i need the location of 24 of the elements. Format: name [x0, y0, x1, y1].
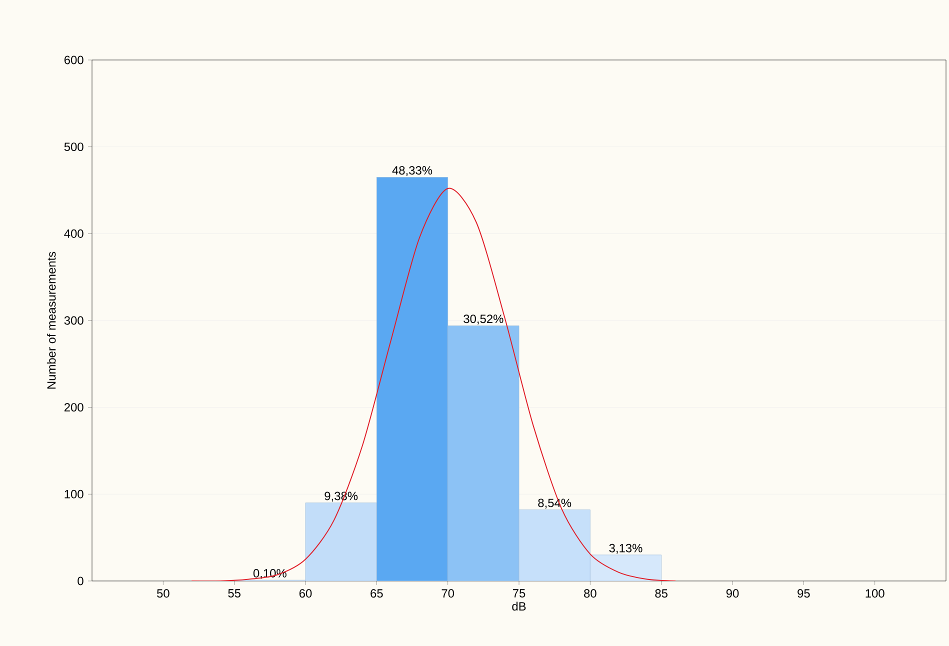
y-tick-label: 400: [64, 229, 84, 238]
x-tick-label: 80: [584, 589, 596, 598]
line-series: [191, 188, 676, 581]
annotation: 30,52%: [464, 314, 504, 324]
y-tick-label: 500: [64, 142, 84, 152]
y-tick-label: 0: [78, 576, 84, 586]
annotation: 3,13%: [609, 544, 642, 554]
x-tick-label: 65: [370, 589, 383, 598]
x-tick-label: 70: [442, 589, 454, 598]
y-tick-label: 200: [64, 403, 84, 412]
x-tick-label: 50: [157, 589, 170, 598]
x-tick-label: 60: [299, 589, 312, 598]
x-tick-label: 95: [798, 589, 810, 598]
annotation: 48,33%: [392, 166, 432, 176]
y-tick-label: 300: [64, 316, 84, 325]
x-tick-label: 85: [655, 589, 668, 598]
y-tick-label: 600: [64, 56, 84, 64]
x-tick-label: 55: [228, 589, 240, 598]
x-tick-label: 90: [726, 589, 739, 598]
x-tick-label: 75: [512, 589, 526, 598]
x-axis-title: dB: [512, 602, 526, 611]
y-axis-title: Number of measurements: [46, 252, 56, 389]
y-tick-label: 100: [64, 490, 84, 498]
x-tick-label: 100: [866, 589, 884, 598]
